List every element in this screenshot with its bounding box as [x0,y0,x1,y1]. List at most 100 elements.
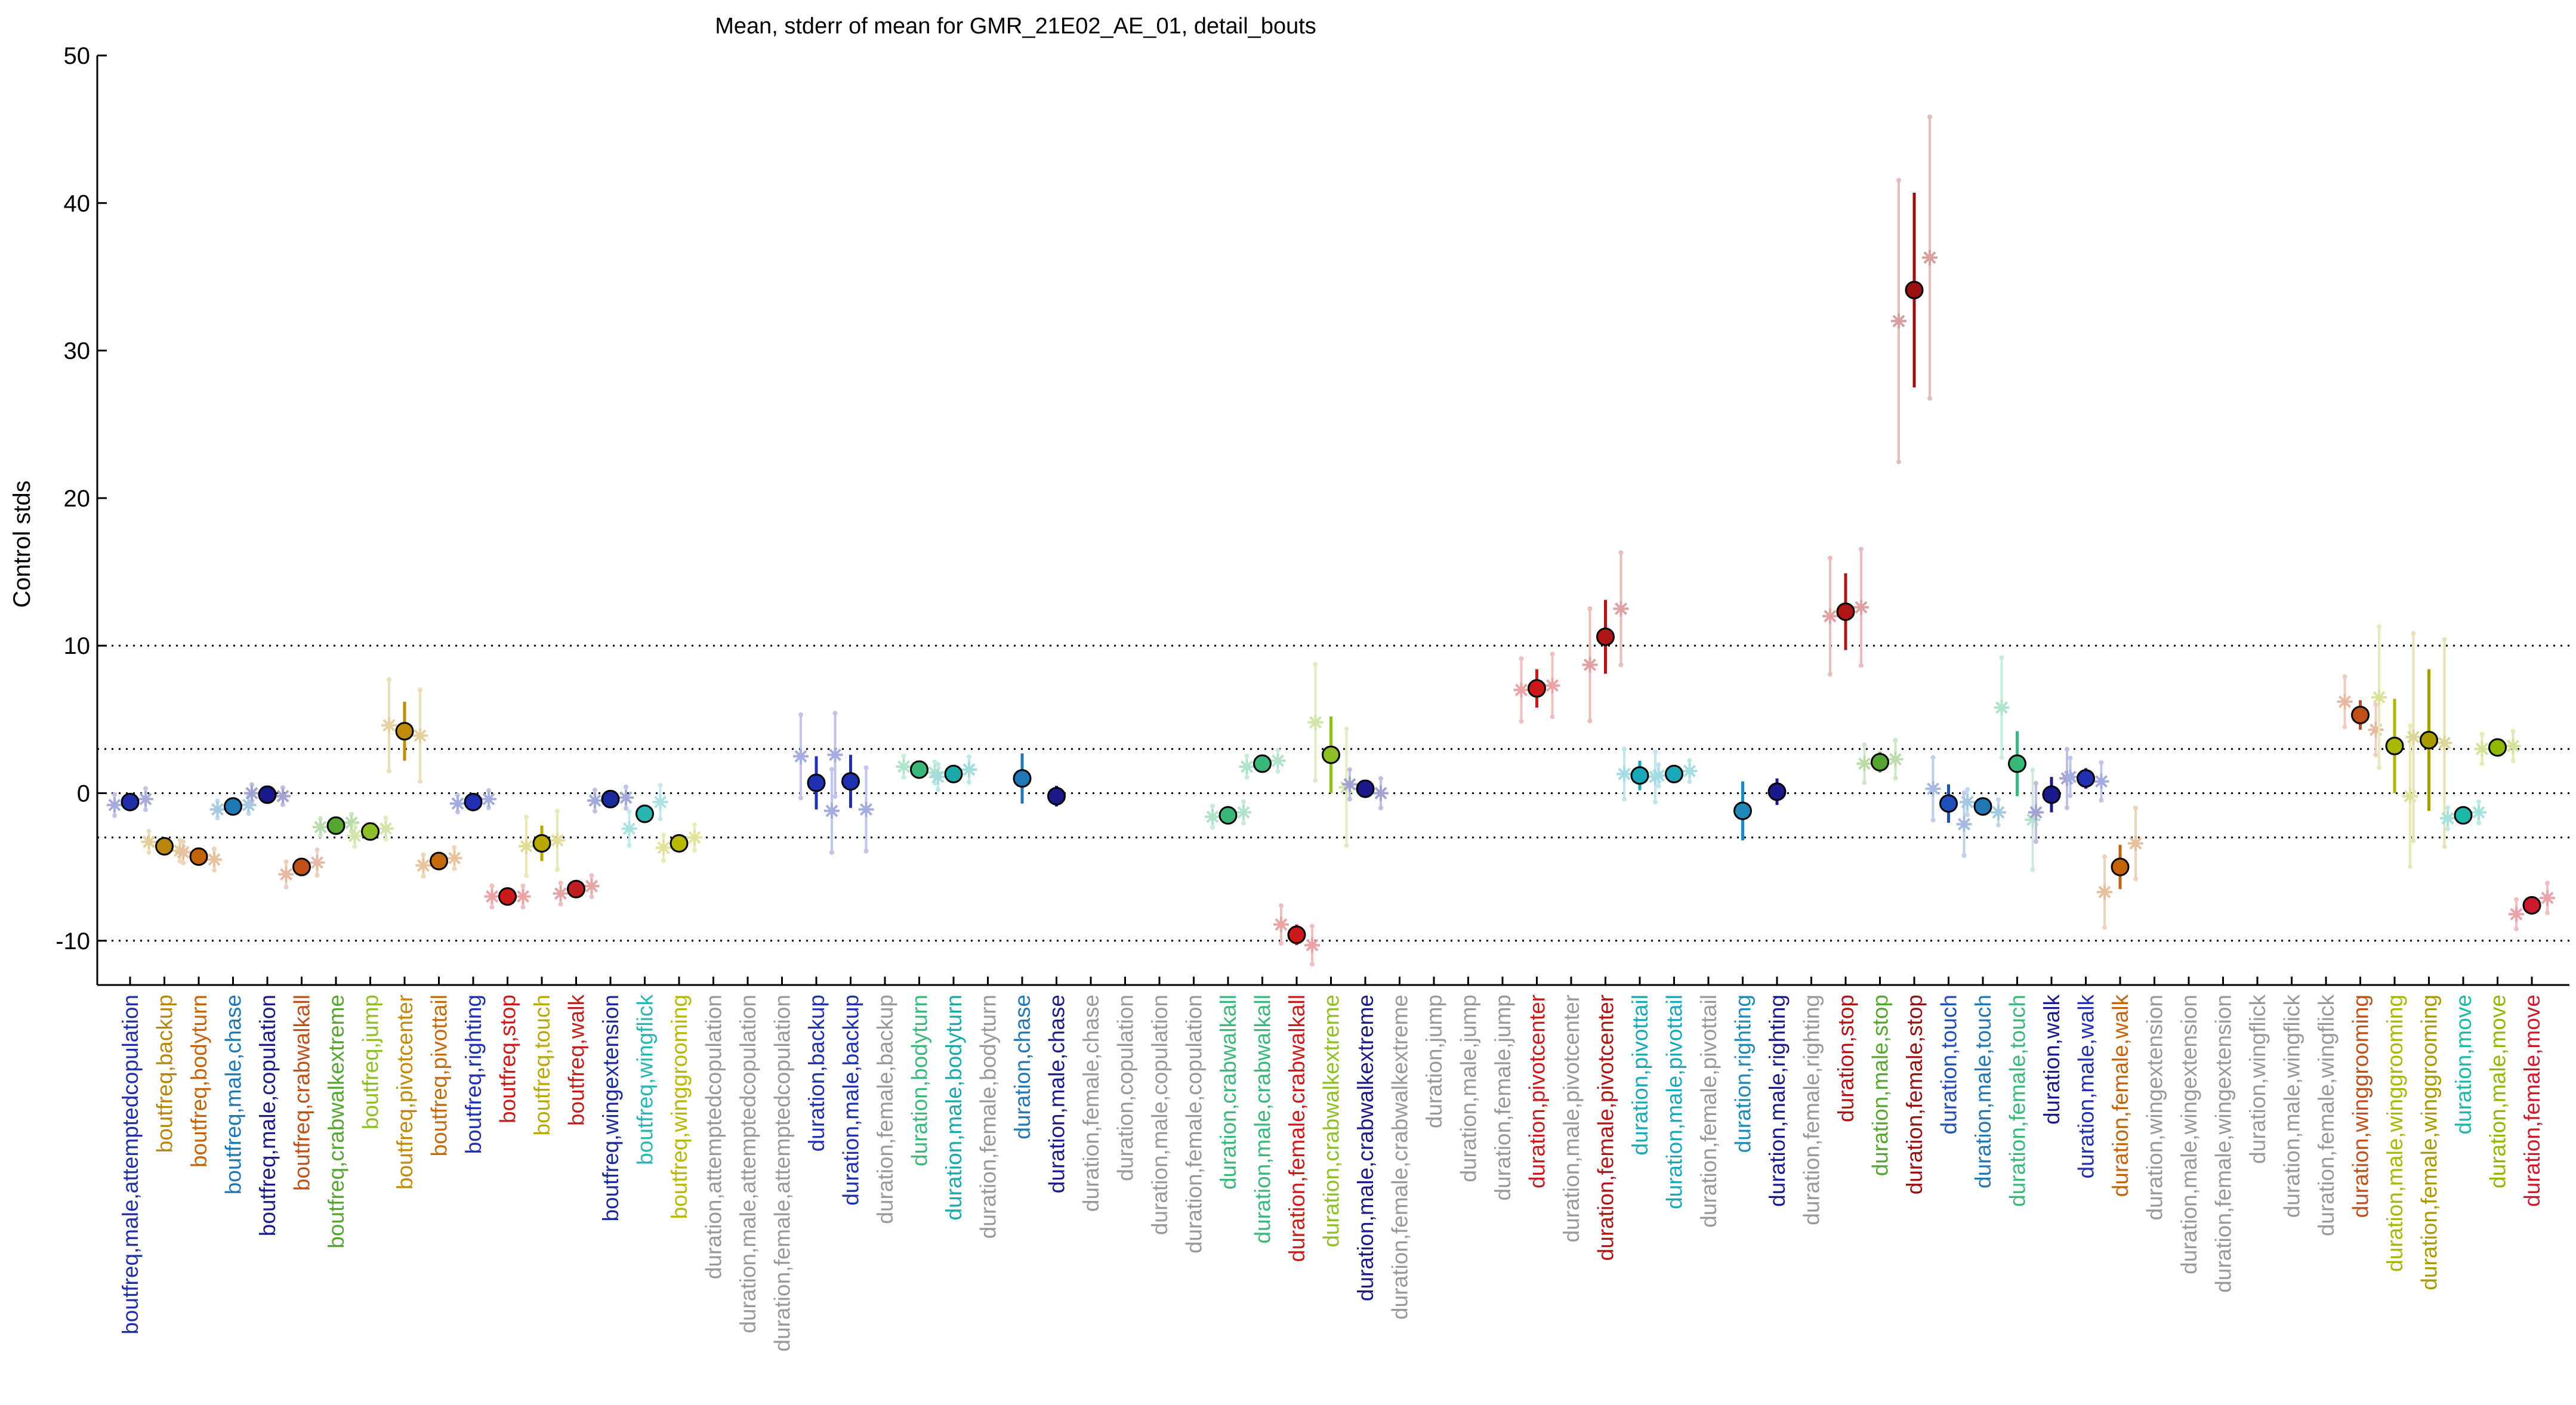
replicate-marker [553,885,569,901]
x-tick-label: duration,wingextension [2143,995,2167,1220]
mean-marker [326,816,345,835]
replicate-errorbar-cap [2411,838,2416,844]
x-tick-label: duration,female,walk [2108,995,2133,1197]
replicate-errorbar-cap [627,843,632,848]
replicate-errorbar-cap [829,850,834,855]
y-axis-label: Control stds [9,480,35,607]
replicate-marker [1651,767,1667,783]
x-tick-label: duration,chase [1010,995,1035,1140]
replicate-errorbar-cap [520,883,526,888]
replicate-marker [2337,694,2353,710]
replicate-errorbar-cap [489,904,495,910]
replicate-marker [1856,756,1872,772]
replicate-marker [858,801,874,817]
y-tick-label: 50 [64,43,91,69]
replicate-marker [1922,249,1938,265]
mean-marker [361,822,380,841]
x-tick-label: duration,male,crabwalkall [1251,995,1275,1243]
x-tick-label: boutfreq,crabwalkall [290,995,314,1191]
replicate-errorbar-cap [1618,550,1624,555]
replicate-marker [446,850,462,866]
replicate-errorbar-cap [1965,812,1970,817]
replicate-errorbar-cap [283,884,289,890]
x-tick-label: duration,female,jump [1491,995,1515,1201]
x-tick-label: duration,stop [1834,995,1858,1122]
replicate-errorbar-cap [146,829,152,834]
replicate-marker [378,820,394,836]
mean-marker [2522,896,2541,915]
replicate-errorbar-cap [1378,805,1383,811]
x-tick-label: duration,female,winggrooming [2417,995,2442,1290]
replicate-errorbar-cap [1927,396,1932,401]
replicate-marker [450,795,465,811]
replicate-errorbar-cap [1347,767,1352,772]
replicate-errorbar-cap [2545,881,2550,886]
replicate-marker [1682,763,1698,779]
replicate-marker [515,888,531,904]
replicate-marker [621,820,637,836]
replicate-marker [381,717,397,733]
reference-lines [97,644,2569,942]
replicate-errorbar-cap [1653,799,1658,805]
replicate-marker [2471,804,2486,820]
replicate-marker [1270,753,1286,769]
x-tick-label: boutfreq,winggrooming [667,995,692,1219]
replicate-errorbar-cap [387,677,391,683]
replicate-errorbar-cap [2102,854,2107,859]
mean-marker [464,792,483,811]
replicate-marker [347,828,363,844]
replicate-errorbar-cap [2479,761,2485,767]
replicate-marker [793,748,809,764]
x-tick-label: duration,male,wingextension [2177,995,2201,1274]
x-tick-label: duration,winggrooming [2349,995,2373,1218]
x-tick-label: duration,backup [804,995,829,1151]
replicate-errorbar-cap [1893,737,1898,743]
replicate-marker [1544,677,1560,693]
x-tick-label: boutfreq,backup [153,995,177,1153]
x-tick-label: duration,male,copulation [1147,995,1172,1235]
replicate-marker [1991,804,2006,820]
x-tick-label: duration,female,chase [1079,995,1103,1212]
replicate-errorbar-cap [1893,776,1898,781]
replicate-marker [1994,700,2010,716]
mean-marker [2008,754,2026,773]
x-tick-label: duration,female,touch [2006,995,2030,1207]
replicate-errorbar-cap [489,883,495,888]
replicate-marker [1613,601,1629,617]
replicate-errorbar-cap [1687,779,1692,785]
x-tick-label: boutfreq,jump [359,995,383,1129]
replicate-errorbar-cap [181,839,186,844]
x-tick-label: duration,crabwalkextreme [1319,995,1344,1247]
replicate-errorbar-cap [593,808,597,814]
replicate-marker [209,801,226,817]
replicate-marker [2509,906,2524,922]
replicate-errorbar-cap [2342,724,2347,730]
x-tick-label: duration,bodyturn [908,995,932,1166]
replicate-errorbar-cap [1550,651,1555,657]
replicate-marker [484,888,500,904]
replicate-errorbar-cap [383,816,388,821]
replicate-errorbar-cap [1313,778,1318,783]
replicate-marker [687,829,702,845]
replicate-marker [1239,758,1255,774]
mean-marker [224,797,242,816]
replicate-errorbar-cap [143,807,148,813]
replicate-marker [275,788,291,804]
replicate-marker [961,761,977,777]
replicate-errorbar-cap [1996,822,2001,827]
replicate-errorbar-cap [143,786,148,791]
replicate-errorbar-cap [212,867,217,873]
mean-marker [567,879,585,898]
replicate-marker [1616,766,1632,782]
replicate-errorbar-cap [1313,662,1318,667]
replicate-marker [1273,916,1289,932]
replicate-errorbar-cap [1618,662,1624,668]
replicate-marker [1822,608,1838,624]
replicate-errorbar-cap [692,847,697,853]
replicate-errorbar-cap [1550,714,1555,720]
replicate-marker [896,758,912,774]
replicate-errorbar-cap [798,795,803,801]
y-tick-label: 40 [64,190,91,217]
x-tick-label: duration,attemptedcopulation [702,995,726,1279]
replicate-marker [1307,714,1324,730]
